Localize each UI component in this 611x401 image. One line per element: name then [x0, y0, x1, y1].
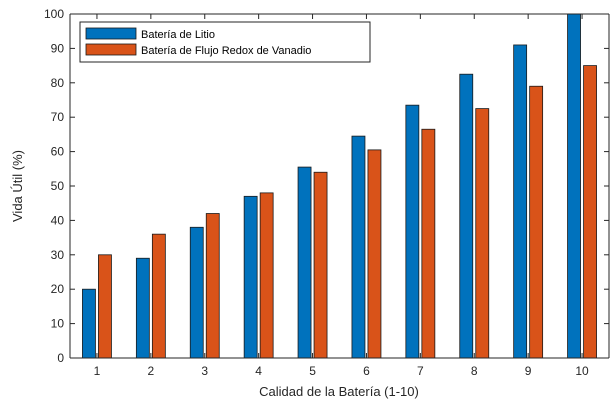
plot-area	[70, 14, 609, 358]
bar-series1-cat10	[568, 14, 581, 358]
bar-series2-cat2	[152, 234, 165, 358]
y-tick-label: 60	[51, 145, 65, 159]
bar-series1-cat2	[136, 258, 149, 358]
bar-series2-cat1	[98, 255, 111, 358]
legend-label-series1: Batería de Litio	[141, 29, 215, 41]
y-tick-label: 40	[51, 213, 65, 227]
x-tick-label: 8	[471, 364, 478, 378]
legend-swatch-series1	[86, 28, 136, 39]
x-tick-label: 5	[309, 364, 316, 378]
x-tick-label: 7	[417, 364, 424, 378]
y-tick-label: 100	[44, 7, 64, 21]
bar-series1-cat8	[460, 74, 473, 358]
y-tick-label: 10	[51, 317, 65, 331]
bar-series1-cat6	[352, 136, 365, 358]
y-tick-label: 20	[51, 282, 65, 296]
x-tick-label: 3	[201, 364, 208, 378]
bar-series1-cat4	[244, 196, 257, 358]
bar-series2-cat9	[530, 86, 543, 358]
bar-series2-cat6	[368, 150, 381, 358]
bar-series1-cat1	[82, 289, 95, 358]
legend-label-series2: Batería de Flujo Redox de Vanadio	[141, 45, 311, 57]
y-tick-label: 90	[51, 41, 65, 55]
bar-series1-cat9	[514, 45, 527, 358]
bar-series1-cat7	[406, 105, 419, 358]
x-tick-label: 10	[575, 364, 589, 378]
legend: Batería de Litio Batería de Flujo Redox d…	[80, 22, 370, 62]
x-tick-label: 6	[363, 364, 370, 378]
x-tick-label: 2	[148, 364, 155, 378]
bar-series2-cat5	[314, 172, 327, 358]
bar-series2-cat3	[206, 214, 219, 358]
x-tick-label: 9	[525, 364, 532, 378]
y-tick-label: 0	[57, 351, 64, 365]
y-tick-label: 30	[51, 248, 65, 262]
y-tick-label: 50	[51, 179, 65, 193]
y-axis-label: Vida Útil (%)	[10, 150, 25, 222]
x-tick-label: 4	[255, 364, 262, 378]
bar-series2-cat10	[584, 66, 597, 358]
y-tick-label: 80	[51, 76, 65, 90]
bar-series2-cat8	[476, 109, 489, 358]
legend-swatch-series2	[86, 44, 136, 55]
x-tick-label: 1	[94, 364, 101, 378]
bar-series2-cat7	[422, 129, 435, 358]
x-axis-label: Calidad de la Batería (1-10)	[259, 384, 419, 399]
bar-series2-cat4	[260, 193, 273, 358]
bar-series1-cat5	[298, 167, 311, 358]
y-tick-label: 70	[51, 110, 65, 124]
bar-series1-cat3	[190, 227, 203, 358]
